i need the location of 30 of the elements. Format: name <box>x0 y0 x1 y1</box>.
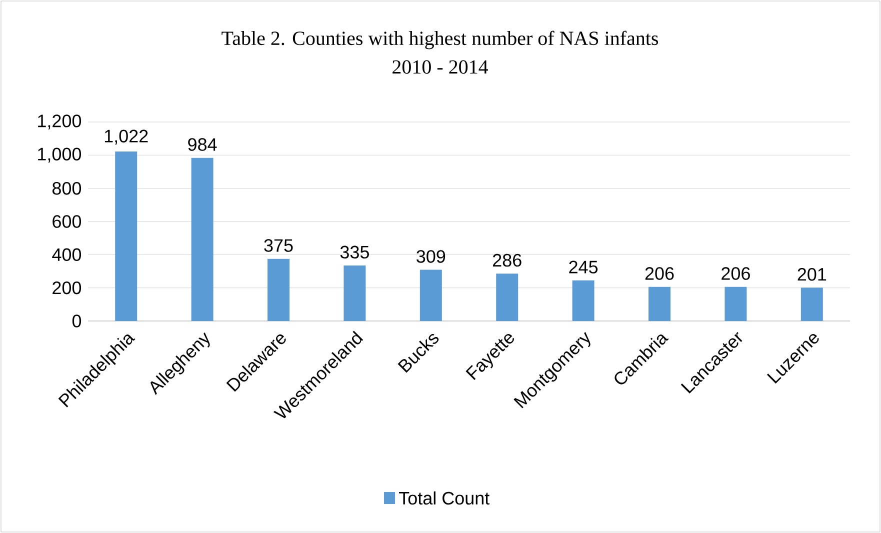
y-tick-label: 800 <box>52 182 82 195</box>
text: 309 <box>416 250 446 263</box>
chart-subtitle: 2010 - 2014 <box>392 60 488 74</box>
bar <box>268 258 290 321</box>
text: 201 <box>798 268 826 281</box>
text: 375 <box>264 239 293 252</box>
text: 984 <box>188 138 217 151</box>
text: 206 <box>645 267 674 280</box>
y-tick-label: 400 <box>52 248 82 262</box>
text: 1,022 <box>104 130 148 145</box>
bar <box>496 274 518 321</box>
y-tick-label: 200 <box>52 281 82 294</box>
text: 206 <box>722 267 750 280</box>
chart-title: Table 2. Counties with highest number of NAS infants <box>222 30 658 50</box>
y-tick-label: 1,000 <box>38 148 82 163</box>
bar <box>420 270 442 321</box>
text: 286 <box>492 254 522 267</box>
text: 335 <box>340 246 369 259</box>
bar <box>191 158 214 321</box>
bar <box>115 152 138 321</box>
y-tick-label: 1,200 <box>38 114 82 130</box>
bar <box>800 288 823 321</box>
y-tick-label: 600 <box>52 215 82 228</box>
bar <box>648 286 671 321</box>
text: 245 <box>569 260 598 274</box>
bar <box>344 265 366 321</box>
bar <box>572 280 594 321</box>
bar <box>724 286 747 321</box>
legend-label: Total Count <box>399 491 490 505</box>
y-tick-label: 0 <box>72 314 82 328</box>
